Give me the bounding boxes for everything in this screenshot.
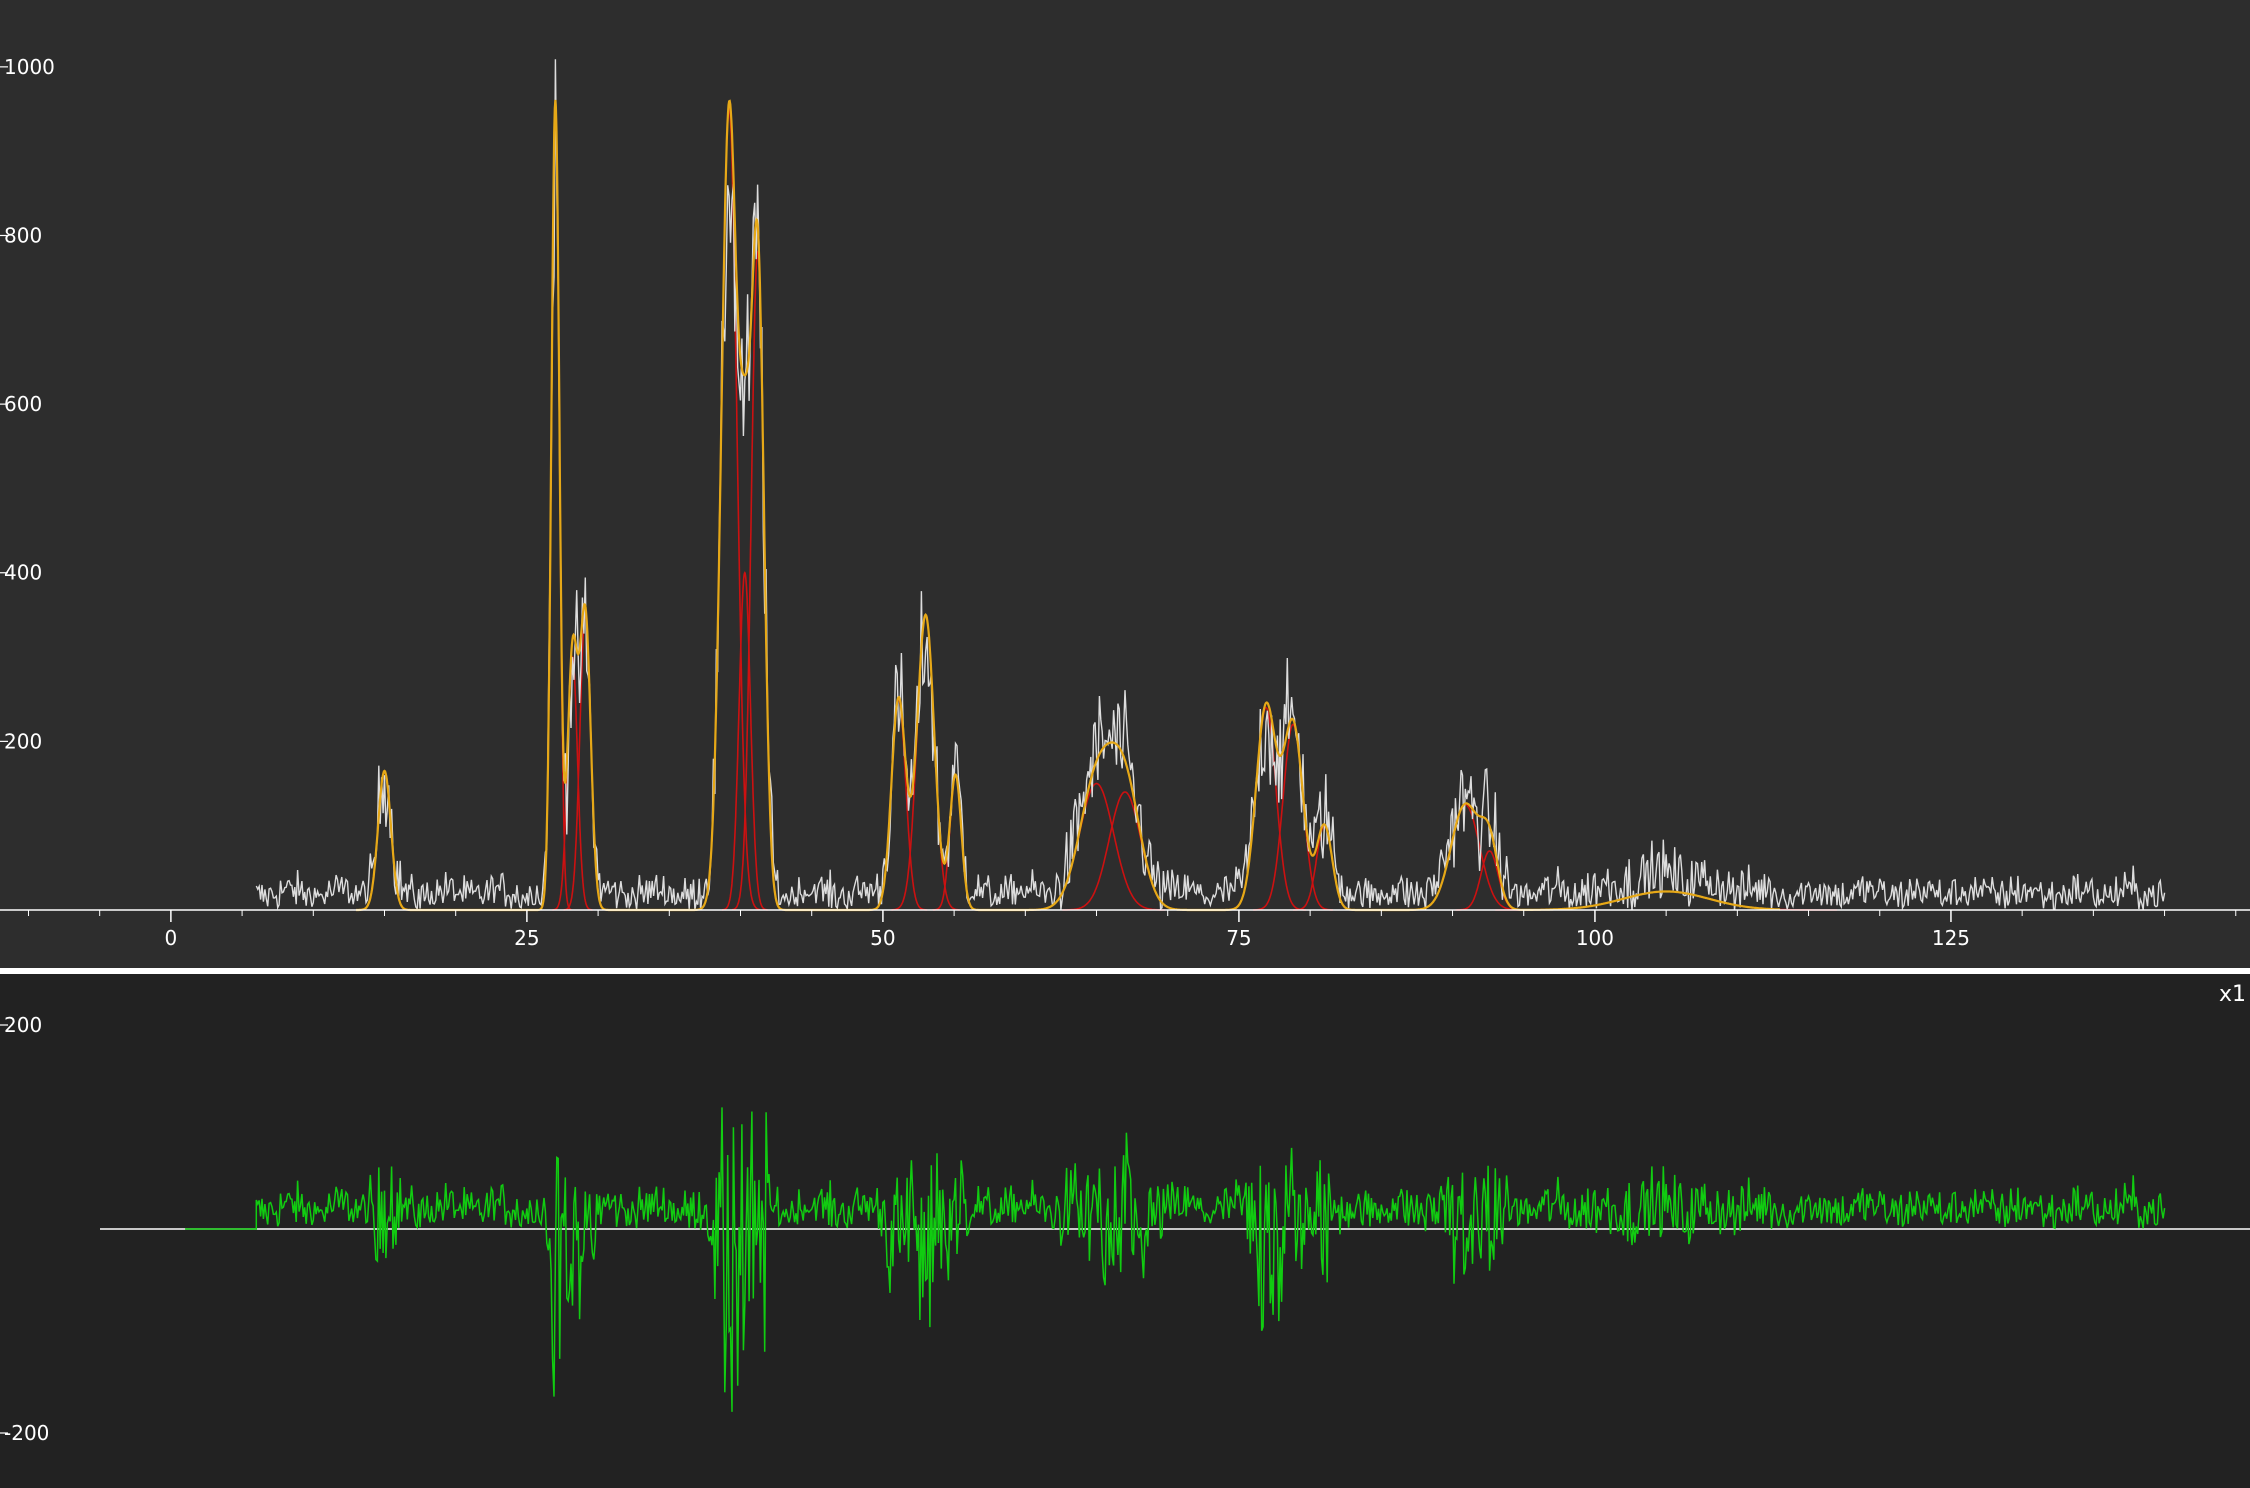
residual-y-tick-label-0: 200 — [4, 1013, 42, 1037]
component-peak-6 — [722, 571, 768, 911]
main-panel: 0 25 50 75 100 125 200 400 600 800 1000 — [0, 55, 2250, 950]
x-tick-label-25: 25 — [514, 926, 539, 950]
main-panel-background — [0, 0, 2250, 968]
y-tick-label-200: 200 — [4, 729, 42, 753]
y-tick-label-1000: 1000 — [4, 55, 55, 79]
residual-line — [185, 1107, 2166, 1412]
x-tick-label-0: 0 — [165, 926, 178, 950]
residual-panel: 200 -200 — [0, 1013, 2250, 1445]
y-tick-label-400: 400 — [4, 561, 42, 585]
x-tick-label-75: 75 — [1226, 926, 1251, 950]
component-peak-14 — [1253, 723, 1333, 911]
x-tick-label-125: 125 — [1932, 926, 1970, 950]
x-tick-label-50: 50 — [870, 926, 895, 950]
residual-scale-label: x1 — [2219, 982, 2246, 1007]
panel-divider — [0, 968, 2250, 974]
observed-data-line — [255, 59, 2166, 911]
y-tick-label-800: 800 — [4, 223, 42, 247]
y-tick-label-600: 600 — [4, 392, 42, 416]
residual-y-tick-label-1: -200 — [4, 1421, 49, 1445]
x-tick-label-100: 100 — [1576, 926, 1614, 950]
